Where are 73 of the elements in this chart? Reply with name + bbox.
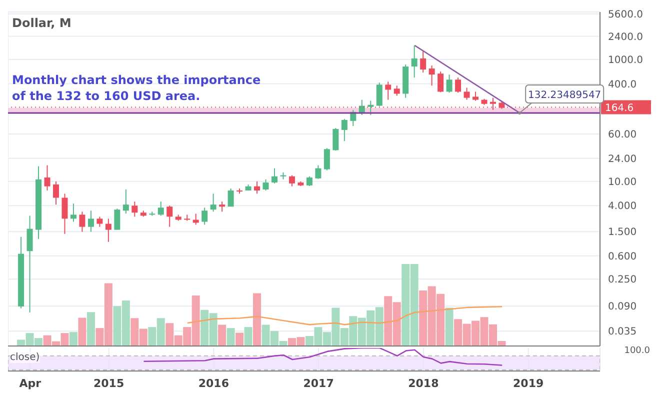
candlestick: [70, 203, 76, 222]
bar: [445, 308, 454, 346]
x-tick-label: 2016: [198, 376, 230, 390]
y-tick-label: 0.600: [608, 251, 637, 262]
candlestick: [428, 64, 435, 86]
candlestick: [262, 178, 269, 191]
candlestick: [96, 216, 103, 228]
bar: [69, 332, 78, 346]
y-tick-label: 400.0: [608, 79, 637, 90]
ref-line-label: 164.6: [605, 103, 634, 114]
candlestick: [158, 201, 164, 216]
chart-title: Dollar, M: [12, 16, 72, 30]
y-tick-label: 0.090: [608, 302, 637, 313]
candlestick: [210, 193, 216, 212]
y-tick-label: 60.00: [608, 130, 637, 141]
candlestick: [306, 176, 312, 187]
bar: [244, 327, 252, 346]
x-tick-label: 2019: [513, 376, 544, 390]
candlestick: [88, 210, 94, 232]
candlestick: [105, 218, 112, 242]
candlestick: [114, 208, 120, 230]
y-tick-label: 0.250: [608, 274, 637, 286]
candlestick: [228, 188, 234, 208]
x-tick-label: 2018: [408, 376, 439, 390]
candlestick: [288, 174, 295, 187]
candlestick: [254, 180, 260, 194]
candlestick: [394, 85, 400, 96]
bar: [218, 324, 226, 346]
y-tick-label: 4.000: [608, 201, 637, 212]
candlestick: [376, 82, 382, 107]
bar: [236, 332, 244, 346]
candlestick: [464, 87, 470, 100]
bar: [78, 318, 86, 346]
bar: [86, 312, 95, 346]
candlestick: [341, 118, 348, 142]
y-tick-label: 1.500: [608, 227, 637, 238]
candlestick: [122, 188, 129, 214]
candlestick: [455, 77, 462, 94]
bar: [253, 293, 262, 346]
x-tick-label: 2015: [93, 376, 124, 390]
candlestick: [332, 128, 339, 152]
candlestick: [26, 215, 33, 313]
chart-title: close): [10, 352, 40, 363]
y-tick-label: 2400.0: [608, 32, 643, 43]
candlestick: [166, 205, 173, 228]
candlestick: [132, 201, 138, 218]
candlestick: [315, 164, 322, 180]
candlestick: [385, 81, 392, 100]
text: 100.0: [624, 345, 650, 358]
y-tick-label: 0.035: [608, 326, 637, 338]
candlestick: [44, 164, 50, 191]
y-tick-label: 10.00: [608, 176, 637, 188]
x-tick-label: 2017: [303, 376, 334, 390]
y-tick-label: 24.00: [608, 154, 637, 165]
candlestick: [324, 148, 330, 171]
candlestick: [202, 207, 208, 226]
candlestick: [79, 211, 86, 232]
bar: [226, 328, 235, 346]
y-tick-label: 5600.0: [608, 9, 643, 20]
candlestick: [411, 44, 418, 78]
annotation: Monthly chart shows the importance of the 132 to 160 USD area.: [12, 72, 262, 104]
candlestick: [271, 168, 278, 184]
candlestick: [52, 180, 59, 206]
candlestick: [420, 50, 426, 74]
candlestick: [472, 91, 479, 102]
y-tick-label: 1000.0: [608, 55, 643, 66]
candlestick: [368, 100, 374, 116]
annotation: 132.23489547: [528, 90, 602, 102]
x-tick-label: Apr: [19, 376, 42, 390]
candlestick: [438, 71, 444, 93]
candlestick: [446, 74, 452, 94]
candlestick: [219, 201, 226, 212]
candlestick: [62, 193, 68, 234]
